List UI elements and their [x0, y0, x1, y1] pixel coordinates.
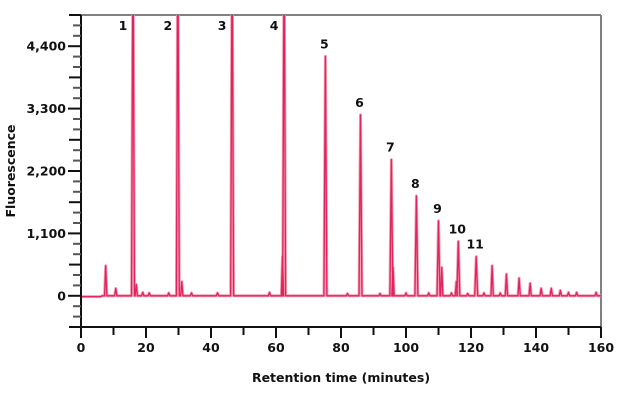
peak-label: 1 [119, 18, 128, 33]
x-tick-label: 0 [77, 340, 86, 355]
chromatogram-trace [81, 0, 601, 297]
plot-frame [81, 15, 601, 327]
y-tick-label: 4,400 [26, 39, 66, 54]
y-tick-label: 3,300 [26, 101, 66, 116]
peak-label: 9 [433, 201, 442, 216]
x-tick-label: 100 [393, 340, 419, 355]
x-tick-label: 160 [588, 340, 614, 355]
x-tick-label: 20 [137, 340, 155, 355]
peak-label: 5 [320, 36, 329, 51]
x-tick-label: 80 [332, 340, 350, 355]
x-axis-title: Retention time (minutes) [252, 370, 430, 385]
peak-label: 7 [386, 140, 395, 155]
y-tick-label: 0 [57, 288, 66, 303]
x-tick-label: 120 [458, 340, 484, 355]
peak-label: 11 [466, 237, 483, 252]
peak-label: 8 [411, 176, 420, 191]
y-tick-label: 1,100 [26, 226, 66, 241]
peak-label: 10 [449, 221, 467, 236]
y-axis-title: Fluorescence [3, 124, 18, 217]
y-tick-label: 2,200 [26, 164, 66, 179]
peak-label: 3 [218, 18, 227, 33]
x-tick-label: 140 [523, 340, 549, 355]
peak-label: 4 [270, 18, 279, 33]
trace-halo [81, 0, 601, 297]
x-tick-label: 60 [267, 340, 285, 355]
peak-label: 6 [355, 95, 364, 110]
peak-label: 2 [163, 18, 172, 33]
x-tick-label: 40 [202, 340, 220, 355]
